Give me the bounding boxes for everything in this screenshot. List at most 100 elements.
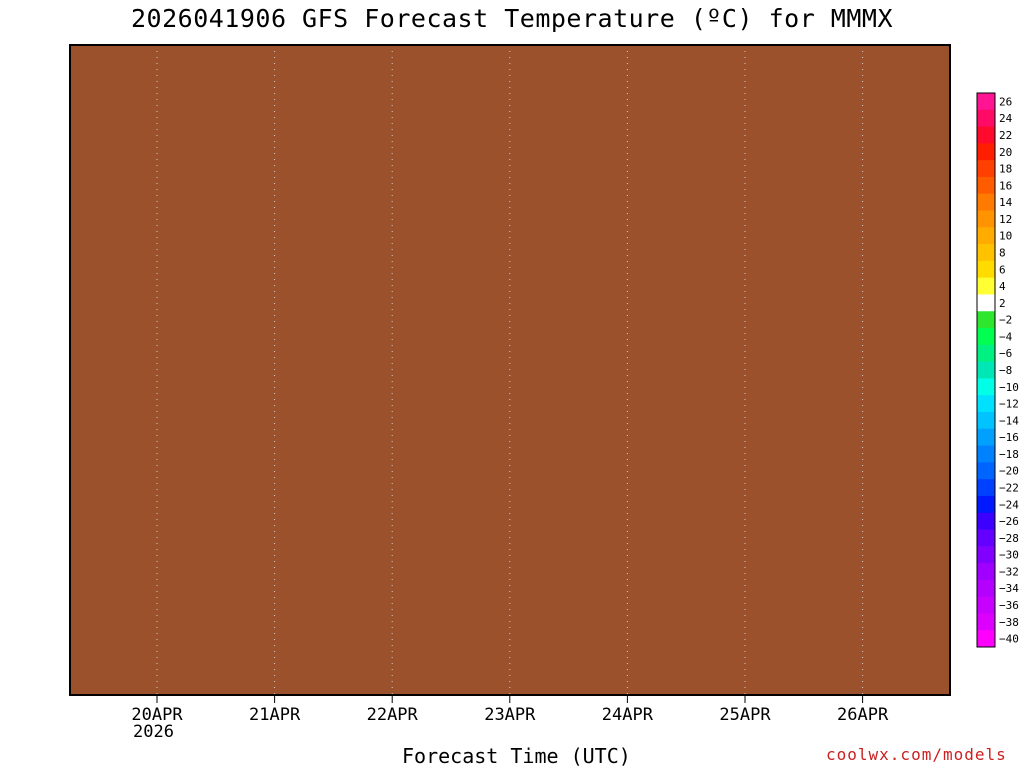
colorbar-swatch <box>977 311 995 329</box>
colorbar-label: −32 <box>999 565 1019 578</box>
colorbar-label: −30 <box>999 549 1019 562</box>
xtick-label-21APR: 21APR <box>249 705 301 725</box>
colorbar-swatch <box>977 277 995 295</box>
colorbar-label: −24 <box>999 498 1019 511</box>
colorbar-label: −14 <box>999 414 1019 427</box>
credit-link[interactable]: coolwx.com/models <box>826 745 1007 764</box>
colorbar-label: 8 <box>999 246 1006 259</box>
colorbar-swatch <box>977 143 995 161</box>
xtick-label-23APR: 23APR <box>484 705 536 725</box>
band--6 <box>70 0 951 45</box>
colorbar-label: 2 <box>999 297 1006 310</box>
x-axis-label: Forecast Time (UTC) <box>402 744 631 768</box>
band--38 <box>70 0 951 45</box>
colorbar-swatch <box>977 109 995 128</box>
band--14 <box>70 0 951 45</box>
colorbar-swatch <box>977 176 995 195</box>
colorbar-label: 22 <box>999 129 1012 142</box>
xtick-label-25APR: 25APR <box>719 705 771 725</box>
colorbar-swatch <box>977 479 995 497</box>
band--26 <box>70 0 951 45</box>
colorbar-swatch <box>977 630 995 648</box>
gridlines <box>156 45 864 695</box>
xtick-label-26APR: 26APR <box>837 705 889 725</box>
colorbar-frame <box>976 92 996 648</box>
colorbar-label: −34 <box>999 582 1019 595</box>
band--2 <box>70 0 951 45</box>
colorbar-label: −36 <box>999 599 1019 612</box>
colorbar-swatch <box>977 529 995 547</box>
band-6 <box>70 0 951 45</box>
band--50 <box>70 0 951 45</box>
colorbar-swatch <box>977 260 995 279</box>
band-2 <box>70 0 951 45</box>
colorbar-swatch <box>977 445 995 463</box>
colorbar-swatch <box>977 462 995 480</box>
colorbar-swatch <box>977 227 995 245</box>
year-label: 2026 <box>133 722 174 742</box>
ground-fill <box>70 45 950 695</box>
colorbar-label: −26 <box>999 515 1019 528</box>
colorbar-swatch <box>977 344 995 363</box>
colorbar-label: −10 <box>999 381 1019 394</box>
colorbar-swatch <box>977 495 995 514</box>
colorbar-label: −38 <box>999 616 1019 629</box>
colorbar-label: 26 <box>999 95 1012 108</box>
colorbar-swatch <box>977 395 995 413</box>
colorbar-label: 4 <box>999 280 1006 293</box>
band--46 <box>70 0 951 45</box>
below-ground-area <box>70 45 950 695</box>
chart-title: 2026041906 GFS Forecast Temperature (ºC)… <box>130 4 893 33</box>
colorbar-label: 18 <box>999 163 1012 176</box>
colorbar-swatch <box>977 546 995 564</box>
xtick-label-20APR: 20APR <box>131 705 183 725</box>
colorbar-swatch <box>977 193 995 212</box>
colorbar-label: 10 <box>999 230 1012 243</box>
colorbar: 26 24 22 20 18 16 14 12 10 8 6 4 2 −2 −4 −6 −8 −10 −12 −14 −… <box>976 92 1019 648</box>
band-14 <box>70 0 951 45</box>
colorbar-swatch <box>977 244 995 262</box>
colorbar-label: −12 <box>999 398 1019 411</box>
x-axis: 20APR 21APR 22APR 23APR 24APR 25APR 26APR <box>131 695 889 725</box>
colorbar-label: −2 <box>999 314 1012 327</box>
colorbar-label: −28 <box>999 532 1019 545</box>
colorbar-swatch <box>977 328 995 346</box>
band-10 <box>70 0 951 45</box>
colorbar-label: −4 <box>999 330 1013 343</box>
colorbar-label: 14 <box>999 196 1013 209</box>
band--22 <box>70 0 951 45</box>
band--10 <box>70 0 951 45</box>
colorbar-swatch <box>977 361 995 379</box>
colorbar-swatch <box>977 596 995 614</box>
colorbar-swatch <box>977 512 995 530</box>
colorbar-swatch <box>977 579 995 598</box>
colorbar-label: −22 <box>999 482 1019 495</box>
colorbar-label: 24 <box>999 112 1013 125</box>
colorbar-swatch <box>977 126 995 144</box>
colorbar-label: −18 <box>999 448 1019 461</box>
colorbar-label: −8 <box>999 364 1012 377</box>
colorbar-swatch <box>977 294 995 312</box>
colorbar-label: 12 <box>999 213 1012 226</box>
colorbar-label: 6 <box>999 263 1006 276</box>
xtick-label-22APR: 22APR <box>367 705 419 725</box>
band--30 <box>70 0 951 45</box>
band--18 <box>70 0 951 45</box>
colorbar-swatch <box>977 93 995 111</box>
colorbar-swatch <box>977 428 995 447</box>
colorbar-swatch <box>977 378 995 396</box>
band--54 <box>70 0 951 45</box>
colorbar-label: 20 <box>999 146 1012 159</box>
band--42 <box>70 0 951 45</box>
colorbar-label: 16 <box>999 179 1012 192</box>
colorbar-swatch <box>977 160 995 178</box>
colorbar-label: −6 <box>999 347 1012 360</box>
colorbar-label: −40 <box>999 633 1019 646</box>
band--34 <box>70 0 951 45</box>
colorbar-label: −16 <box>999 431 1019 444</box>
colorbar-swatch <box>977 613 995 631</box>
band-18 <box>70 0 951 45</box>
colorbar-swatch <box>977 411 995 430</box>
colorbar-label: −20 <box>999 465 1019 478</box>
